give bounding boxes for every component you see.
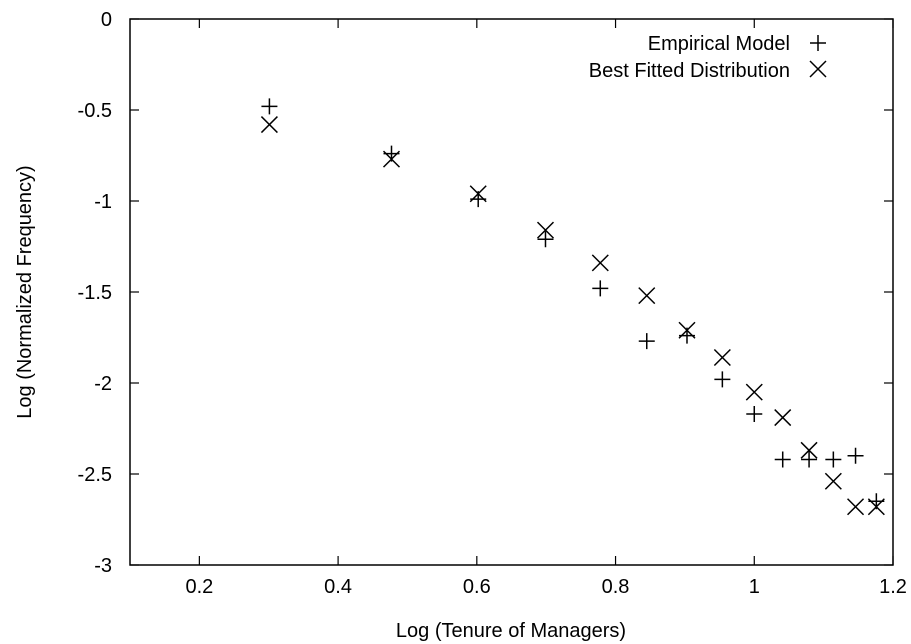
y-axis-label: Log (Normalized Frequency) [14, 165, 36, 418]
best-fitted-distribution-point [591, 254, 609, 272]
x-tick-label: 0.6 [463, 576, 491, 598]
empirical-model-point [261, 98, 278, 115]
cross-icon [809, 60, 827, 78]
legend: Empirical Model Best Fitted Distribution [589, 33, 827, 82]
empirical-model-point [746, 405, 763, 422]
legend-label-empirical-model: Empirical Model [648, 33, 790, 55]
empirical-model-point [638, 333, 655, 350]
y-tick-label: -1.5 [78, 282, 112, 304]
y-tick-label: -2.5 [78, 464, 112, 486]
empirical-model-point [714, 371, 731, 388]
best-fitted-distribution-point [745, 383, 763, 401]
plot-frame [129, 18, 894, 566]
x-tick-label: 1.2 [879, 576, 907, 598]
best-fitted-distribution-point [713, 348, 731, 367]
best-fitted-distribution-point [824, 472, 842, 490]
empirical-model-point [847, 447, 864, 464]
y-tick-label: 0 [101, 9, 112, 31]
x-axis-ticks: 0.2 0.4 0.6 0.8 1 1.2 [185, 19, 907, 598]
legend-label-best-fitted-distribution: Best Fitted Distribution [589, 60, 790, 82]
empirical-model-point [825, 451, 842, 468]
best-fitted-distribution-point [867, 498, 885, 516]
best-fitted-distribution-point [678, 321, 696, 339]
best-fitted-distribution-point [260, 116, 278, 134]
y-tick-label: -3 [94, 555, 112, 577]
best-fitted-distribution-point [774, 409, 792, 427]
y-axis-ticks: 0 -0.5 -1 -1.5 -2 -2.5 -3 [78, 9, 893, 577]
empirical-model-point [774, 451, 791, 468]
y-tick-label: -1 [94, 191, 112, 213]
best-fitted-distribution-point [536, 221, 555, 239]
empirical-model-point [592, 280, 609, 297]
x-tick-label: 1 [749, 576, 760, 598]
empirical-model-point [801, 451, 818, 468]
legend-marker-plus-icon [810, 35, 826, 51]
best-fitted-distribution-point [638, 287, 656, 305]
best-fitted-distribution-point [847, 498, 865, 516]
y-tick-label: -0.5 [78, 100, 112, 122]
legend-marker-cross-icon [809, 60, 827, 78]
x-axis-label: Log (Tenure of Managers) [396, 620, 626, 642]
best-fitted-distribution-point [469, 185, 487, 203]
best-fitted-distribution-point [382, 150, 401, 168]
y-tick-label: -2 [94, 373, 112, 395]
empirical-model-point [537, 231, 554, 248]
x-tick-label: 0.8 [602, 576, 630, 598]
best-fitted-distribution-point [800, 441, 818, 459]
x-tick-label: 0.4 [324, 576, 352, 598]
data-points [260, 98, 885, 516]
plus-icon [810, 35, 826, 51]
x-tick-label: 0.2 [185, 576, 213, 598]
